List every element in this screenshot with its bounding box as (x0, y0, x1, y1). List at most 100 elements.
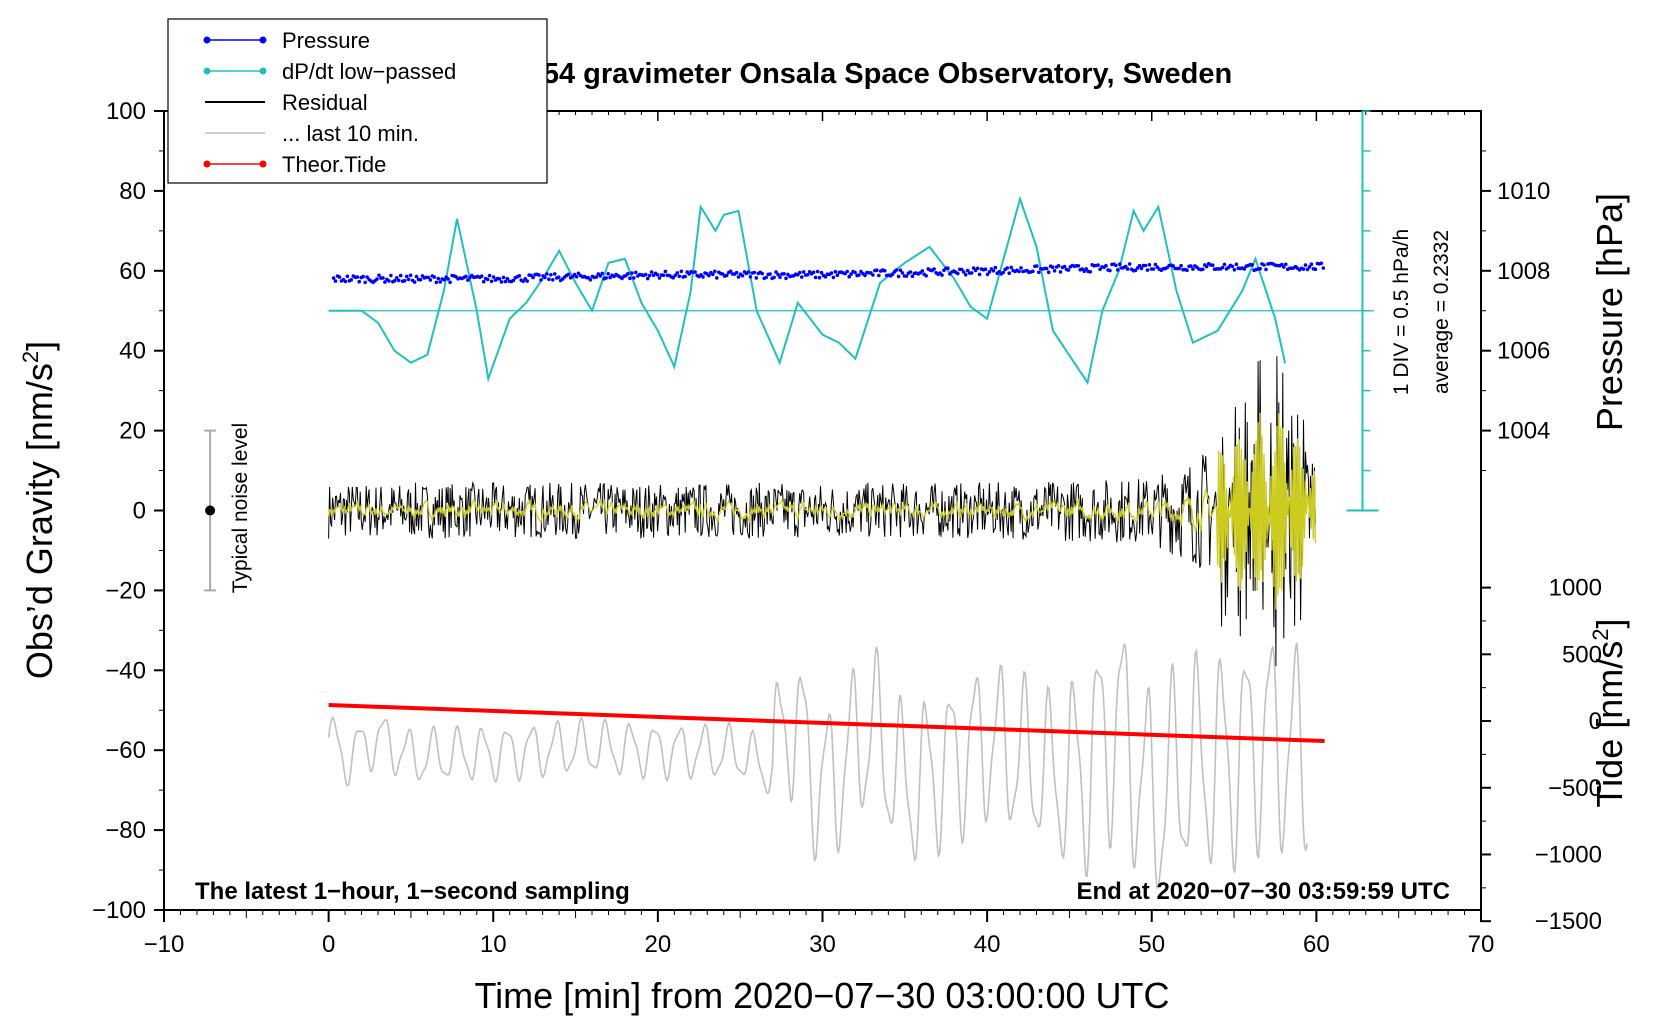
pressure-point (1179, 263, 1183, 268)
x-tick-label: 20 (645, 931, 672, 958)
pressure-point (746, 270, 751, 274)
pressure-point (355, 275, 360, 279)
pressure-point (446, 277, 450, 281)
pressure-point (987, 270, 992, 274)
y-axis-label-tide: Tide [nm/s2] (1588, 619, 1630, 808)
pressure-point (1019, 266, 1023, 270)
y-tick-label: −80 (105, 817, 146, 844)
pressure-point (784, 276, 788, 281)
pressure-point (1035, 264, 1039, 268)
noise-bar (204, 429, 217, 592)
bottom-left-note: The latest 1−hour, 1−second sampling (195, 878, 630, 905)
pressure-point (857, 273, 861, 277)
x-tick-label: 70 (1468, 931, 1495, 958)
pressure-point (1066, 268, 1071, 272)
tide-tick-label: −1000 (1535, 841, 1602, 868)
legend-label: Theor.Tide (282, 152, 386, 177)
x-tick-label: 30 (809, 931, 836, 958)
residual-filtered-series (327, 412, 1317, 610)
pressure-point (426, 275, 431, 280)
pressure-point (673, 273, 678, 278)
pressure-point (778, 275, 782, 280)
pressure-tick-label: 1004 (1497, 418, 1550, 445)
pressure-point (679, 269, 684, 274)
pressure-point (1137, 263, 1142, 268)
pressure-point (337, 275, 342, 279)
pressure-point (1242, 267, 1247, 271)
pressure-point (894, 268, 899, 272)
pressure-point (434, 280, 439, 285)
pressure-point (398, 273, 403, 278)
pressure-point (1058, 270, 1063, 274)
pressure-point (363, 280, 368, 285)
y-tick-label: 20 (119, 418, 146, 445)
pressure-point (1118, 262, 1122, 267)
bottom-right-note: End at 2020−07−30 03:59:59 UTC (1076, 878, 1450, 905)
pressure-point (387, 279, 391, 283)
pressure-point (1052, 269, 1057, 273)
pressure-point (655, 273, 660, 277)
y-axis-label-tide-sup: 2 (1588, 629, 1613, 641)
pressure-point (823, 275, 828, 279)
last-10-min-series (327, 642, 1308, 890)
pressure-point (661, 273, 666, 278)
pressure-point (1153, 262, 1158, 267)
pressure-point (991, 269, 996, 273)
pressure-point (1096, 263, 1100, 267)
y-axis-label-left: Obs’d Gravity [nm/s2] (18, 341, 60, 679)
pressure-point (748, 275, 753, 279)
pressure-point (829, 271, 834, 275)
pressure-point (489, 279, 494, 284)
y-tick-label: −20 (105, 577, 146, 604)
pressure-point (1177, 266, 1181, 271)
legend-marker (259, 36, 267, 44)
pressure-point (671, 275, 676, 280)
y-axis-label-tide-end: ] (1589, 619, 1630, 629)
x-axis-ticks: −10 0 10 20 30 40 50 60 70 (144, 111, 1495, 958)
x-tick-label: 50 (1138, 931, 1165, 958)
pressure-point (551, 278, 555, 282)
pressure-point (357, 279, 362, 284)
pressure-point (436, 276, 441, 281)
pressure-point (1001, 270, 1006, 275)
tide-tick-label: 1000 (1549, 575, 1602, 602)
pressure-point (882, 268, 887, 273)
pressure-point (711, 272, 715, 277)
pressure-point (408, 273, 413, 278)
pressure-point (1222, 262, 1227, 267)
pressure-point (819, 270, 824, 275)
legend-label: dP/dt low−passed (282, 59, 456, 84)
pressure-point (963, 272, 968, 277)
y-tick-label: 0 (133, 498, 146, 525)
pressure-point (1031, 269, 1035, 274)
pressure-point (663, 269, 668, 274)
pressure-tick-label: 1010 (1497, 178, 1550, 205)
x-tick-label: −10 (144, 931, 185, 958)
pressure-tick-label: 1006 (1497, 338, 1550, 365)
pressure-point (361, 274, 366, 279)
y-tick-label: 60 (119, 258, 146, 285)
pressure-point (768, 272, 772, 276)
pressure-point (645, 276, 650, 281)
pressure-point (487, 273, 492, 278)
pressure-point (1046, 270, 1051, 275)
pressure-point (406, 277, 411, 282)
pressure-point (531, 275, 535, 280)
pressure-point (375, 277, 379, 281)
pressure-point (728, 269, 733, 274)
pressure-point (598, 274, 603, 278)
pressure-point (1321, 266, 1326, 270)
pressure-point (835, 273, 840, 278)
pressure-point (1280, 262, 1284, 267)
y-axis-label-pressure: Pressure [hPa] (1589, 193, 1630, 431)
pressure-point (977, 272, 982, 277)
y-axis-label-left-main: Obs’d Gravity [nm/s (19, 363, 60, 679)
pressure-point (904, 274, 909, 278)
legend-label: Pressure (282, 28, 370, 53)
pressure-point (497, 277, 502, 281)
pressure-point (675, 271, 680, 275)
pressure-point (626, 271, 630, 276)
pressure-point (634, 270, 638, 275)
pressure-point (389, 273, 393, 278)
pressure-point (428, 278, 433, 282)
